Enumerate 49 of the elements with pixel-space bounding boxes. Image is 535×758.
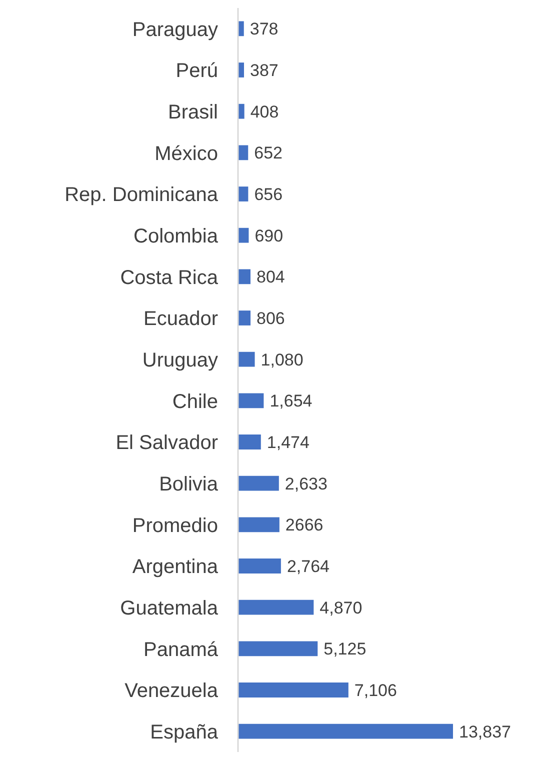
data-label: 2,633	[284, 474, 328, 494]
bar	[238, 682, 348, 698]
y-tick-label: Paraguay	[132, 18, 218, 41]
bar	[238, 641, 318, 656]
data-label: 656	[254, 185, 283, 204]
bar	[238, 724, 453, 739]
bar	[238, 517, 280, 532]
data-label: 1,654	[270, 392, 312, 411]
data-label: 1,080	[260, 350, 304, 370]
y-tick-label: El Salvador	[116, 432, 218, 454]
data-label: 2,764	[286, 557, 330, 576]
y-tick-label: Ecuador	[144, 308, 218, 330]
y-tick-label: Uruguay	[142, 349, 218, 372]
bar	[238, 145, 248, 160]
data-label: 408	[250, 102, 279, 122]
bar	[238, 476, 279, 491]
data-label: 804	[256, 268, 285, 287]
bar	[238, 393, 264, 408]
y-tick-label: Argentina	[132, 556, 219, 578]
data-label: 387	[250, 61, 278, 80]
data-label: 13,837	[459, 722, 511, 742]
bar	[238, 352, 255, 367]
y-tick-label: México	[154, 142, 218, 165]
y-tick-label: Brasil	[168, 101, 218, 124]
data-label: 7,106	[354, 681, 397, 700]
data-label: 4,870	[320, 598, 362, 618]
bar	[238, 600, 314, 615]
data-label: 378	[250, 20, 278, 39]
y-tick-label: Promedio	[132, 514, 218, 537]
bar	[238, 269, 250, 284]
y-tick-label: Guatemala	[120, 597, 219, 620]
y-tick-label: Venezuela	[124, 680, 219, 702]
y-tick-label: Rep. Dominicana	[64, 184, 219, 206]
y-tick-label: Chile	[172, 390, 218, 413]
bar	[238, 558, 281, 574]
data-label: 652	[254, 144, 283, 163]
y-tick-label: Perú	[176, 60, 218, 82]
data-label: 690	[254, 226, 284, 246]
y-tick-label: Colombia	[134, 225, 219, 248]
bar	[238, 310, 251, 326]
y-tick-label: Costa Rica	[120, 266, 219, 289]
data-label: 1,474	[266, 433, 310, 452]
bar	[238, 434, 261, 450]
y-tick-label: España	[150, 721, 219, 744]
data-label: 2666	[285, 516, 324, 535]
data-label: 806	[256, 309, 285, 328]
y-tick-label: Panamá	[144, 638, 219, 661]
data-label: 5,125	[324, 640, 366, 659]
y-tick-label: Bolivia	[159, 473, 219, 496]
